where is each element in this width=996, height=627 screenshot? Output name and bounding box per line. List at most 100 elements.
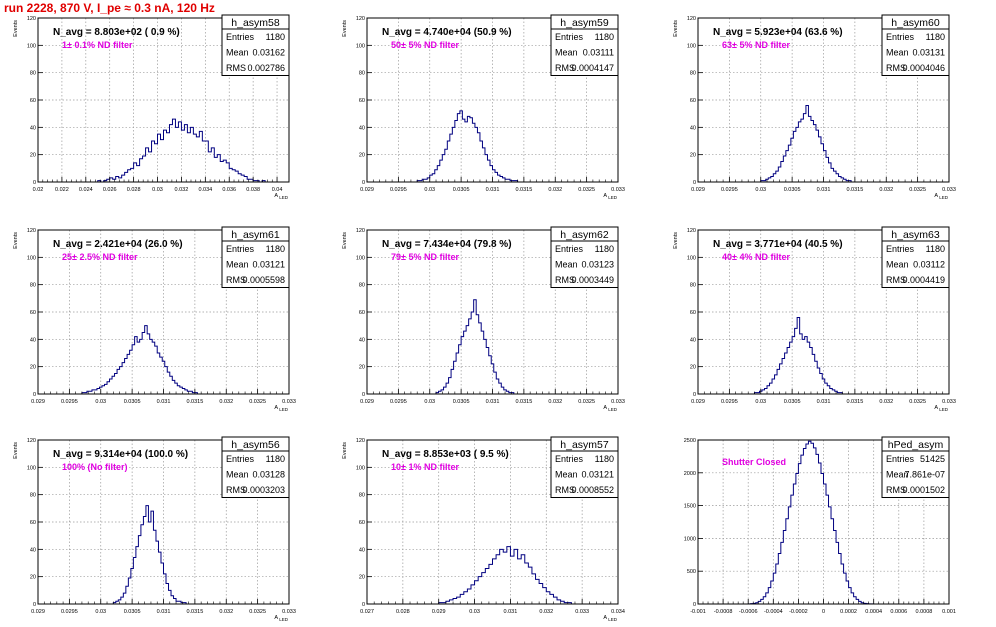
x-tick-label: 0.0325 xyxy=(249,399,266,405)
x-tick-label: 0.032 xyxy=(879,399,893,405)
x-tick-label: 0.031 xyxy=(157,399,171,405)
histogram-line xyxy=(81,325,198,394)
y-tick-label: 20 xyxy=(359,575,365,581)
stats-label-mean: Mean xyxy=(226,470,249,480)
x-tick-label: 0.0295 xyxy=(721,187,738,193)
histogram-panel-h_asym59: 0.029 0.0295 0.03 0.0305 0.031 0.0315 0.032 0.0… xyxy=(342,14,625,200)
stats-box-name: h_asym60 xyxy=(891,17,940,29)
x-tick-label: 0.033 xyxy=(575,609,589,615)
x-tick-label: 0.03 xyxy=(755,187,766,193)
x-tick-label: -0.0008 xyxy=(714,609,733,615)
stats-box-frame xyxy=(550,14,619,76)
x-tick-label: -0.001 xyxy=(690,609,706,615)
x-tick-label: 0.0305 xyxy=(453,187,470,193)
y-tick-label: 0 xyxy=(693,392,696,398)
stats-value-entries: 1180 xyxy=(926,32,945,42)
x-tick-label: 0.032 xyxy=(219,609,233,615)
y-axis-label: Events xyxy=(13,20,19,37)
x-tick-label: 0.0004 xyxy=(865,609,882,615)
x-axis-label: A LED xyxy=(274,193,288,200)
x-axis-label-subscript: LED xyxy=(278,407,289,412)
histogram-line xyxy=(753,316,843,394)
filter-annotation: 100% (No filter) xyxy=(62,462,128,472)
x-tick-label: 0.0295 xyxy=(390,187,407,193)
stats-box: h_asym57 Entries 1180 Mean 0.03121 RMS0.00085… xyxy=(550,436,619,498)
stats-label-rms: RMS xyxy=(555,63,575,73)
y-tick-label: 2000 xyxy=(684,471,696,477)
y-tick-label: 100 xyxy=(356,465,365,471)
filter-annotation: 10± 1% ND filter xyxy=(391,462,459,472)
stats-value-rms: 0.0005598 xyxy=(242,275,285,285)
histogram-line xyxy=(97,118,266,183)
stats-value-rms: 0.0004419 xyxy=(902,275,945,285)
stats-label-mean: Mean xyxy=(555,470,578,480)
panel-title: N_avg = 2.421e+04 (26.0 %) xyxy=(53,239,183,250)
x-axis-label: A LED xyxy=(274,405,288,412)
x-tick-label: -0.0006 xyxy=(739,609,758,615)
stats-label-mean: Mean xyxy=(886,48,909,58)
y-tick-label: 1500 xyxy=(684,504,696,510)
stats-label-rms: RMS xyxy=(886,275,906,285)
y-tick-label: 100 xyxy=(356,43,365,49)
y-tick-label: 100 xyxy=(27,465,36,471)
y-tick-label: 0 xyxy=(362,180,365,186)
y-tick-label: 20 xyxy=(30,153,36,159)
x-tick-label: 0.033 xyxy=(611,399,625,405)
stats-box: h_asym60 Entries 1180 Mean 0.03131 RMS0.00040… xyxy=(881,14,950,76)
y-tick-label: 120 xyxy=(27,228,36,234)
panel-title: N_avg = 3.771e+04 (40.5 %) xyxy=(713,239,843,250)
x-tick-label: 0.032 xyxy=(548,187,562,193)
x-tick-label: 0.033 xyxy=(611,187,625,193)
x-tick-label: 0.03 xyxy=(95,399,106,405)
x-tick-label: -0.0002 xyxy=(789,609,808,615)
filter-annotation: 79± 5% ND filter xyxy=(391,252,459,262)
x-tick-label: 0.0305 xyxy=(453,399,470,405)
x-tick-label: 0.031 xyxy=(817,187,831,193)
x-tick-label: 0.0325 xyxy=(909,399,926,405)
x-tick-label: 0.0305 xyxy=(784,399,801,405)
stats-box-frame xyxy=(881,436,950,498)
stats-label-rms: RMS xyxy=(226,63,246,73)
x-tick-label: 0.032 xyxy=(175,187,189,193)
histogram-line xyxy=(435,299,515,394)
stats-label-rms: RMS xyxy=(555,275,575,285)
stats-box-frame xyxy=(550,436,619,498)
stats-value-entries: 1180 xyxy=(926,244,945,254)
x-axis-label: A LED xyxy=(274,615,288,622)
y-tick-label: 40 xyxy=(690,337,696,343)
y-tick-label: 0 xyxy=(33,392,36,398)
x-tick-label: 0.029 xyxy=(432,609,446,615)
y-axis-label: Events xyxy=(342,442,348,459)
x-tick-label: 0.03 xyxy=(755,399,766,405)
stats-value-mean: 0.03131 xyxy=(912,48,945,58)
x-tick-label: 0.028 xyxy=(127,187,141,193)
stats-label-entries: Entries xyxy=(886,244,915,254)
stats-label-mean: Mean xyxy=(886,470,909,480)
x-tick-label: 0.029 xyxy=(360,187,374,193)
y-tick-label: 120 xyxy=(27,16,36,22)
y-tick-label: 20 xyxy=(690,153,696,159)
stats-value-rms: 0.0008552 xyxy=(571,485,614,495)
stats-label-mean: Mean xyxy=(226,48,249,58)
stats-label-rms: RMS xyxy=(226,275,246,285)
y-tick-label: 120 xyxy=(356,438,365,444)
y-axis-label: Events xyxy=(342,232,348,249)
y-tick-label: 100 xyxy=(27,43,36,49)
x-tick-label: 0.027 xyxy=(360,609,374,615)
x-tick-label: 0.001 xyxy=(942,609,956,615)
x-tick-label: 0.02 xyxy=(33,187,44,193)
stats-label-rms: RMS xyxy=(886,485,906,495)
histogram-panel-h_asym56: 0.029 0.0295 0.03 0.0305 0.031 0.0315 0.032 0.0… xyxy=(13,436,296,622)
y-tick-label: 60 xyxy=(690,310,696,316)
x-tick-label: 0.029 xyxy=(31,609,45,615)
x-tick-label: 0.0305 xyxy=(124,399,141,405)
stats-value-entries: 1180 xyxy=(595,244,614,254)
stats-value-rms: 0.0001502 xyxy=(902,485,945,495)
y-tick-label: 60 xyxy=(30,98,36,104)
x-tick-label: 0.03 xyxy=(152,187,163,193)
x-axis-label-subscript: LED xyxy=(278,617,289,622)
x-axis-label-subscript: LED xyxy=(938,407,949,412)
stats-box-frame xyxy=(881,226,950,288)
x-tick-label: 0.031 xyxy=(157,609,171,615)
